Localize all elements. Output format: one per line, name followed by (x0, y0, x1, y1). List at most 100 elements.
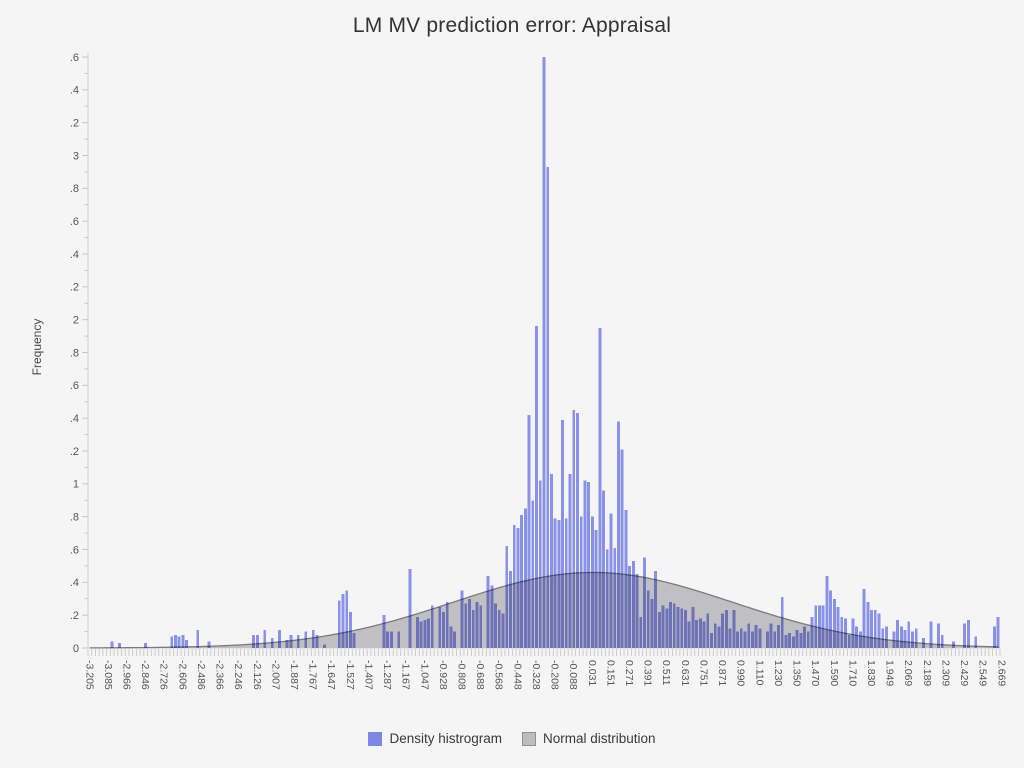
histogram-bar (870, 610, 873, 648)
x-tick-label: 0.511 (660, 660, 672, 686)
histogram-bar (844, 618, 847, 648)
histogram-bar (795, 629, 799, 648)
x-tick-label: -2.366 (214, 660, 226, 690)
x-tick-label: -1.887 (288, 660, 300, 690)
histogram-bar (620, 449, 624, 648)
histogram-bar (427, 618, 431, 648)
histogram-bar (702, 621, 706, 648)
histogram-bar (639, 616, 643, 648)
histogram-bar (810, 616, 814, 648)
histogram-bar (497, 610, 501, 648)
x-tick-label: 1.949 (884, 660, 896, 686)
histogram-bar (516, 528, 520, 648)
x-tick-label: 2.189 (921, 660, 933, 686)
histogram-bar (561, 419, 565, 648)
histogram-bar (352, 633, 356, 648)
histogram-bar (549, 473, 553, 648)
histogram-bar (724, 610, 728, 648)
histogram-bar (683, 610, 687, 648)
x-tick-label: 0.871 (716, 660, 728, 686)
histogram-bar (687, 621, 691, 648)
x-tick-label: 2.549 (977, 660, 989, 686)
x-tick-label: -1.287 (381, 660, 393, 690)
histogram-bar (777, 625, 780, 648)
x-tick-label: 2.669 (995, 660, 1007, 686)
x-tick-label: -2.726 (158, 660, 170, 690)
histogram-bar (389, 631, 393, 648)
histogram-bar (773, 631, 777, 648)
histogram-bar (252, 634, 256, 648)
x-tick-label: 0.391 (642, 660, 654, 686)
histogram-bar (680, 608, 684, 648)
histogram-bar (963, 623, 967, 649)
histogram-bar (829, 590, 833, 648)
x-tick-label: 0.631 (679, 660, 691, 686)
x-tick-label: -0.088 (567, 660, 579, 690)
histogram-bar (799, 633, 803, 648)
x-tick-label: -1.407 (362, 660, 374, 690)
histogram-bar (691, 606, 695, 648)
histogram-bar (144, 643, 148, 648)
chart-title: LM MV prediction error: Appraisal (352, 14, 672, 37)
histogram-bar (940, 634, 944, 648)
histogram-bar (754, 625, 758, 648)
histogram-bar (174, 634, 177, 648)
histogram-bar (732, 610, 736, 648)
histogram-bar (717, 626, 721, 648)
x-tick-label: -2.246 (232, 660, 244, 690)
histogram-bar (118, 643, 122, 648)
histogram-bar (296, 634, 300, 648)
histogram-bar (185, 639, 189, 648)
histogram-bar (110, 641, 114, 648)
histogram-bar (386, 631, 390, 648)
x-tick-label: 1.710 (846, 660, 858, 686)
histogram-bar (784, 634, 788, 648)
histogram-bar (635, 574, 639, 649)
chart-legend: Density histrogram Normal distribution (0, 731, 1024, 746)
x-tick-label: 1.830 (865, 660, 877, 686)
histogram-bar (791, 636, 795, 648)
histogram-bar (255, 634, 259, 648)
x-tick-label: 0.751 (697, 660, 709, 686)
histogram-bar (471, 610, 475, 648)
histogram-bar (430, 605, 434, 648)
histogram-bar (170, 636, 174, 648)
histogram-bar (907, 621, 911, 648)
histogram-bar (527, 414, 531, 648)
histogram-bar (337, 600, 341, 648)
histogram-bar (728, 628, 732, 648)
histogram-bar (885, 626, 888, 648)
histogram-bar (881, 628, 885, 648)
histogram-bar (624, 510, 628, 648)
x-tick-label: -0.808 (456, 660, 468, 690)
histogram-bar (583, 480, 587, 648)
x-tick-label: 2.429 (958, 660, 970, 686)
y-tick-label: 3.2 (70, 117, 79, 129)
histogram-bar (780, 597, 784, 648)
y-tick-label: 0.6 (70, 544, 79, 556)
x-tick-label: -1.647 (325, 660, 337, 690)
x-tick-label: 2.309 (939, 660, 951, 686)
y-tick-label: 1.8 (70, 347, 79, 359)
histogram-bar (579, 516, 583, 648)
histogram-bar (520, 515, 524, 648)
histogram-bar (494, 603, 498, 648)
histogram-chart: 0 0.2 0.4 0.6 0.8 1 1.2 1.4 1.6 1.8 2 2.2 2.4 2.6 2.8 3… (70, 52, 1007, 690)
histogram-bar (564, 518, 568, 648)
x-tick-label: -1.527 (344, 660, 356, 690)
x-tick-label: -0.208 (549, 660, 561, 690)
histogram-bar (937, 623, 940, 649)
histogram-bar (475, 602, 479, 648)
x-tick-label: -0.568 (493, 660, 505, 690)
histogram-bar (631, 560, 635, 648)
y-tick-label: 3 (73, 150, 79, 162)
histogram-bar (397, 631, 401, 648)
histogram-bar (501, 613, 505, 648)
histogram-bar (657, 611, 661, 648)
histogram-bar (862, 588, 866, 648)
histogram-bar (922, 638, 926, 648)
histogram-bar (460, 590, 464, 648)
histogram-bar (207, 641, 211, 648)
histogram-bar (594, 529, 598, 648)
histogram-bar (676, 606, 680, 648)
